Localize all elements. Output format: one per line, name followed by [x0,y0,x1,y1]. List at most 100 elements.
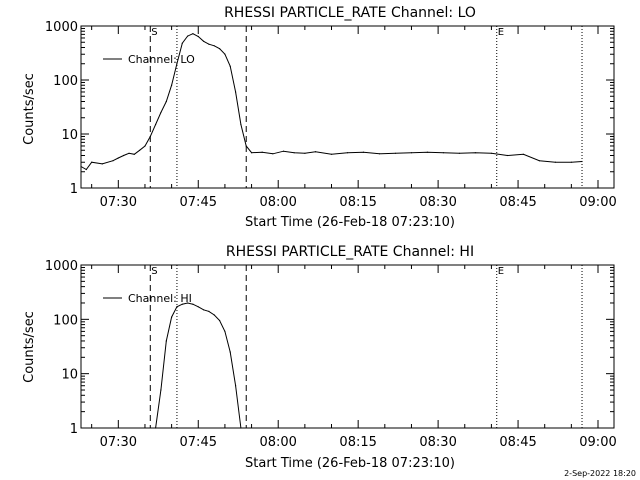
y-tick-label: 1000 [45,259,78,274]
data-point [208,43,210,45]
y-axis-label: Counts/sec [22,311,37,383]
x-tick-label: 07:45 [180,195,217,210]
data-point [330,153,333,155]
time-marker-label: S [151,266,157,277]
data-point [213,314,215,316]
panel-title: RHESSI PARTICLE_RATE Channel: LO [224,5,476,21]
legend-entry-label: Channel: LO [128,53,195,66]
data-point [251,152,253,154]
data-point [219,48,221,50]
y-tick-label: 100 [53,313,78,328]
data-point [235,91,237,93]
data-point [490,152,492,154]
data-point [155,427,157,429]
data-point [229,351,231,353]
data-point [506,154,508,157]
data-point [378,153,381,155]
x-tick-label: 08:15 [339,195,376,210]
lo-channel-panel: RHESSI PARTICLE_RATE Channel: LO Start T… [22,5,617,230]
data-point [293,152,295,154]
x-tick-label: 07:45 [180,435,217,450]
data-point [197,306,199,308]
data-point [112,160,114,162]
y-tick-label: 1 [70,182,78,197]
data-point [394,152,397,154]
data-point [123,154,125,157]
data-point [314,151,317,153]
data-point [165,100,167,103]
data-point [474,152,476,154]
data-point [203,40,205,42]
y-tick-label: 100 [53,74,78,89]
y-tick-label: 1 [70,422,78,437]
data-point [245,145,247,147]
data-point [442,152,444,154]
data-point [272,153,274,155]
x-tick-label: 09:00 [579,195,616,210]
x-tick-label: 08:00 [259,195,296,210]
data-point [458,152,460,154]
data-point [187,35,189,37]
x-axis-label: Start Time (26-Feb-18 07:23:10) [245,215,455,230]
data-point [282,150,285,152]
data-point [261,151,263,153]
data-point [181,303,183,305]
data-point [139,149,141,151]
x-tick-label: 08:30 [419,435,456,450]
data-point [240,123,242,126]
data-point [155,123,157,126]
data-point [581,160,583,163]
data-point [165,340,167,342]
data-point [91,161,93,163]
data-point [160,389,162,391]
plot-frame [80,25,615,189]
data-point [538,160,541,162]
data-point [362,151,365,153]
data-point [80,165,82,168]
data-point [176,306,178,308]
time-marker-label: E [498,27,504,38]
y-tick-label: 10 [61,368,78,383]
data-point [346,152,349,154]
x-tick-label: 08:45 [499,435,536,450]
series-line [80,33,583,171]
x-tick-label: 08:00 [259,435,296,450]
hi-channel-panel: RHESSI PARTICLE_RATE Channel: HI Start T… [22,244,617,471]
data-point [149,135,151,138]
legend-entry-label: Channel: HI [128,292,192,305]
data-point [304,152,306,154]
data-point [197,35,199,38]
data-point [187,302,189,304]
x-tick-label: 08:30 [419,195,456,210]
x-tick-label: 07:30 [100,195,137,210]
data-point [192,33,194,35]
plot-frame [80,264,615,429]
data-point [219,319,221,322]
data-point [224,53,226,55]
data-point [522,153,525,155]
y-tick-label: 10 [61,128,78,143]
data-point [144,145,146,147]
data-point [128,152,130,154]
footer-timestamp: 2-Sep-2022 18:20 [564,469,636,478]
panel-title: RHESSI PARTICLE_RATE Channel: HI [226,244,474,260]
data-point [240,427,242,429]
data-point [235,385,237,387]
x-tick-label: 09:00 [579,435,616,450]
data-point [224,330,226,332]
data-point [117,157,119,159]
x-axis-label: Start Time (26-Feb-18 07:23:10) [245,456,455,471]
data-point [229,65,231,67]
data-point [85,168,87,171]
data-point [203,309,205,311]
data-point [208,310,210,312]
y-tick-label: 1000 [45,20,78,35]
x-tick-label: 08:15 [339,435,376,450]
data-point [213,45,215,47]
x-tick-label: 07:30 [100,435,137,450]
x-tick-label: 08:45 [499,195,536,210]
time-marker-label: S [151,27,157,38]
data-point [160,111,162,114]
y-axis-label: Counts/sec [22,73,37,145]
